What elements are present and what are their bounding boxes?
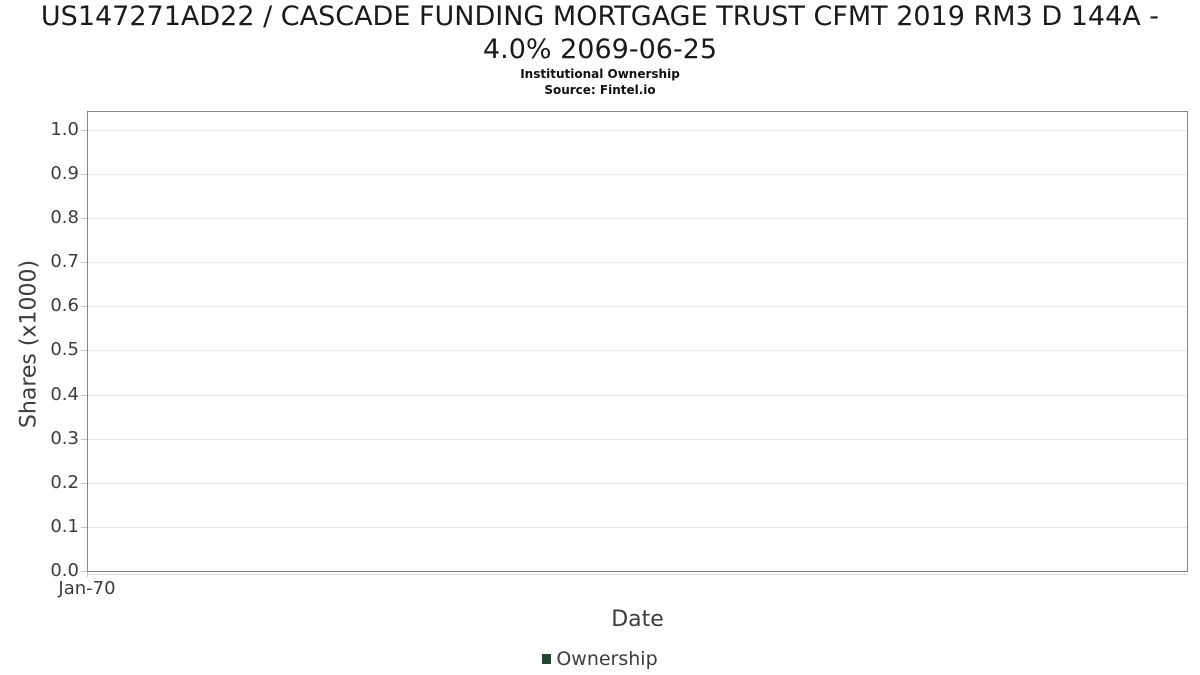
y-tick-mark	[81, 483, 87, 484]
x-axis-title: Date	[611, 607, 664, 632]
gridline	[88, 130, 1187, 131]
y-tick-mark	[81, 527, 87, 528]
y-tick-label: 0.9	[50, 163, 79, 184]
chart-title: US147271AD22 / CASCADE FUNDING MORTGAGE …	[0, 0, 1200, 66]
gridline	[88, 483, 1187, 484]
plot-area	[87, 111, 1188, 572]
x-tick-label: Jan-70	[58, 578, 116, 599]
chart-source-label: Source: Fintel.io	[544, 83, 656, 97]
y-tick-mark	[81, 174, 87, 175]
y-tick-label: 0.7	[50, 251, 79, 272]
gridline	[88, 527, 1187, 528]
y-tick-mark	[81, 395, 87, 396]
x-axis-underline	[88, 574, 1188, 575]
gridline	[88, 174, 1187, 175]
y-tick-label: 0.5	[50, 339, 79, 360]
y-tick-mark	[81, 130, 87, 131]
x-tick-mark	[87, 572, 88, 577]
y-tick-mark	[81, 350, 87, 351]
gridline	[88, 439, 1187, 440]
y-tick-mark	[81, 571, 87, 572]
gridline	[88, 262, 1187, 263]
y-tick-label: 0.2	[50, 472, 79, 493]
y-tick-mark	[81, 439, 87, 440]
y-tick-label: 0.8	[50, 207, 79, 228]
chart-title-line2: 4.0% 2069-06-25	[482, 34, 718, 65]
y-tick-mark	[81, 262, 87, 263]
y-tick-label: 0.1	[50, 516, 79, 537]
y-tick-label: 0.6	[50, 295, 79, 316]
gridline	[88, 306, 1187, 307]
gridline	[88, 218, 1187, 219]
y-tick-mark	[81, 306, 87, 307]
gridline	[88, 350, 1187, 351]
chart-subtitle: Institutional Ownership	[520, 67, 680, 81]
legend-swatch-ownership-icon	[542, 654, 552, 664]
y-tick-mark	[81, 218, 87, 219]
y-tick-label: 0.4	[50, 384, 79, 405]
y-tick-label: 0.3	[50, 428, 79, 449]
legend-label-ownership[interactable]: Ownership	[556, 648, 658, 670]
y-tick-label: 0.0	[50, 560, 79, 581]
y-tick-label: 1.0	[50, 119, 79, 140]
gridline	[88, 395, 1187, 396]
legend: Ownership	[0, 648, 1200, 670]
chart-title-line1: US147271AD22 / CASCADE FUNDING MORTGAGE …	[40, 1, 1160, 32]
